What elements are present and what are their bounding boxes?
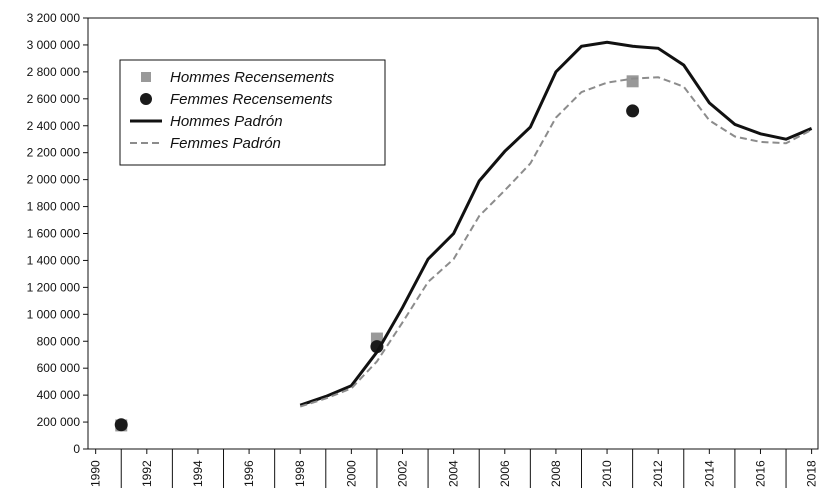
x-tick-label: 1990 bbox=[89, 460, 103, 487]
y-tick-label: 600 000 bbox=[37, 361, 81, 375]
legend-box bbox=[119, 59, 386, 166]
x-tick-label: 1996 bbox=[242, 460, 256, 487]
y-tick-label: 3 000 000 bbox=[27, 38, 81, 52]
y-tick-label: 2 800 000 bbox=[27, 65, 81, 79]
x-tick-label: 2000 bbox=[344, 460, 358, 487]
y-tick-label: 400 000 bbox=[37, 388, 81, 402]
y-tick-label: 800 000 bbox=[37, 334, 81, 348]
legend-label: Hommes Recensements bbox=[170, 69, 335, 86]
x-tick-label: 2006 bbox=[498, 460, 512, 487]
y-tick-label: 1 400 000 bbox=[27, 253, 81, 267]
y-tick-label: 3 200 000 bbox=[27, 11, 81, 25]
y-tick-label: 200 000 bbox=[37, 415, 81, 429]
x-tick-label: 2016 bbox=[753, 460, 767, 487]
point bbox=[626, 104, 640, 118]
legend-marker bbox=[141, 72, 151, 82]
legend-label: Hommes Padrón bbox=[170, 113, 283, 130]
legend-marker bbox=[140, 93, 152, 105]
y-tick-label: 0 bbox=[73, 442, 80, 456]
x-tick-label: 2012 bbox=[651, 460, 665, 487]
point bbox=[626, 75, 639, 88]
series-line bbox=[299, 76, 813, 408]
y-tick-label: 1 000 000 bbox=[27, 307, 81, 321]
x-tick-label: 2014 bbox=[702, 460, 716, 487]
x-tick-label: 2010 bbox=[600, 460, 614, 487]
y-tick-label: 1 600 000 bbox=[27, 227, 81, 241]
x-tick-label: 2018 bbox=[805, 460, 819, 487]
x-tick-label: 1994 bbox=[191, 460, 205, 487]
y-tick-label: 2 000 000 bbox=[27, 173, 81, 187]
y-tick-label: 2 600 000 bbox=[27, 92, 81, 106]
x-tick-label: 2008 bbox=[549, 460, 563, 487]
legend-label: Femmes Recensements bbox=[170, 91, 333, 108]
x-tick-label: 1992 bbox=[140, 460, 154, 487]
y-tick-label: 1 200 000 bbox=[27, 280, 81, 294]
x-tick-label: 2002 bbox=[396, 460, 410, 487]
point bbox=[114, 418, 128, 432]
x-tick-label: 2004 bbox=[447, 460, 461, 487]
series-line bbox=[299, 40, 813, 407]
x-tick-label: 1998 bbox=[293, 460, 307, 487]
legend-label: Femmes Padrón bbox=[170, 135, 281, 152]
y-tick-label: 2 200 000 bbox=[27, 146, 81, 160]
y-tick-label: 1 800 000 bbox=[27, 200, 81, 214]
y-tick-label: 2 400 000 bbox=[27, 119, 81, 133]
